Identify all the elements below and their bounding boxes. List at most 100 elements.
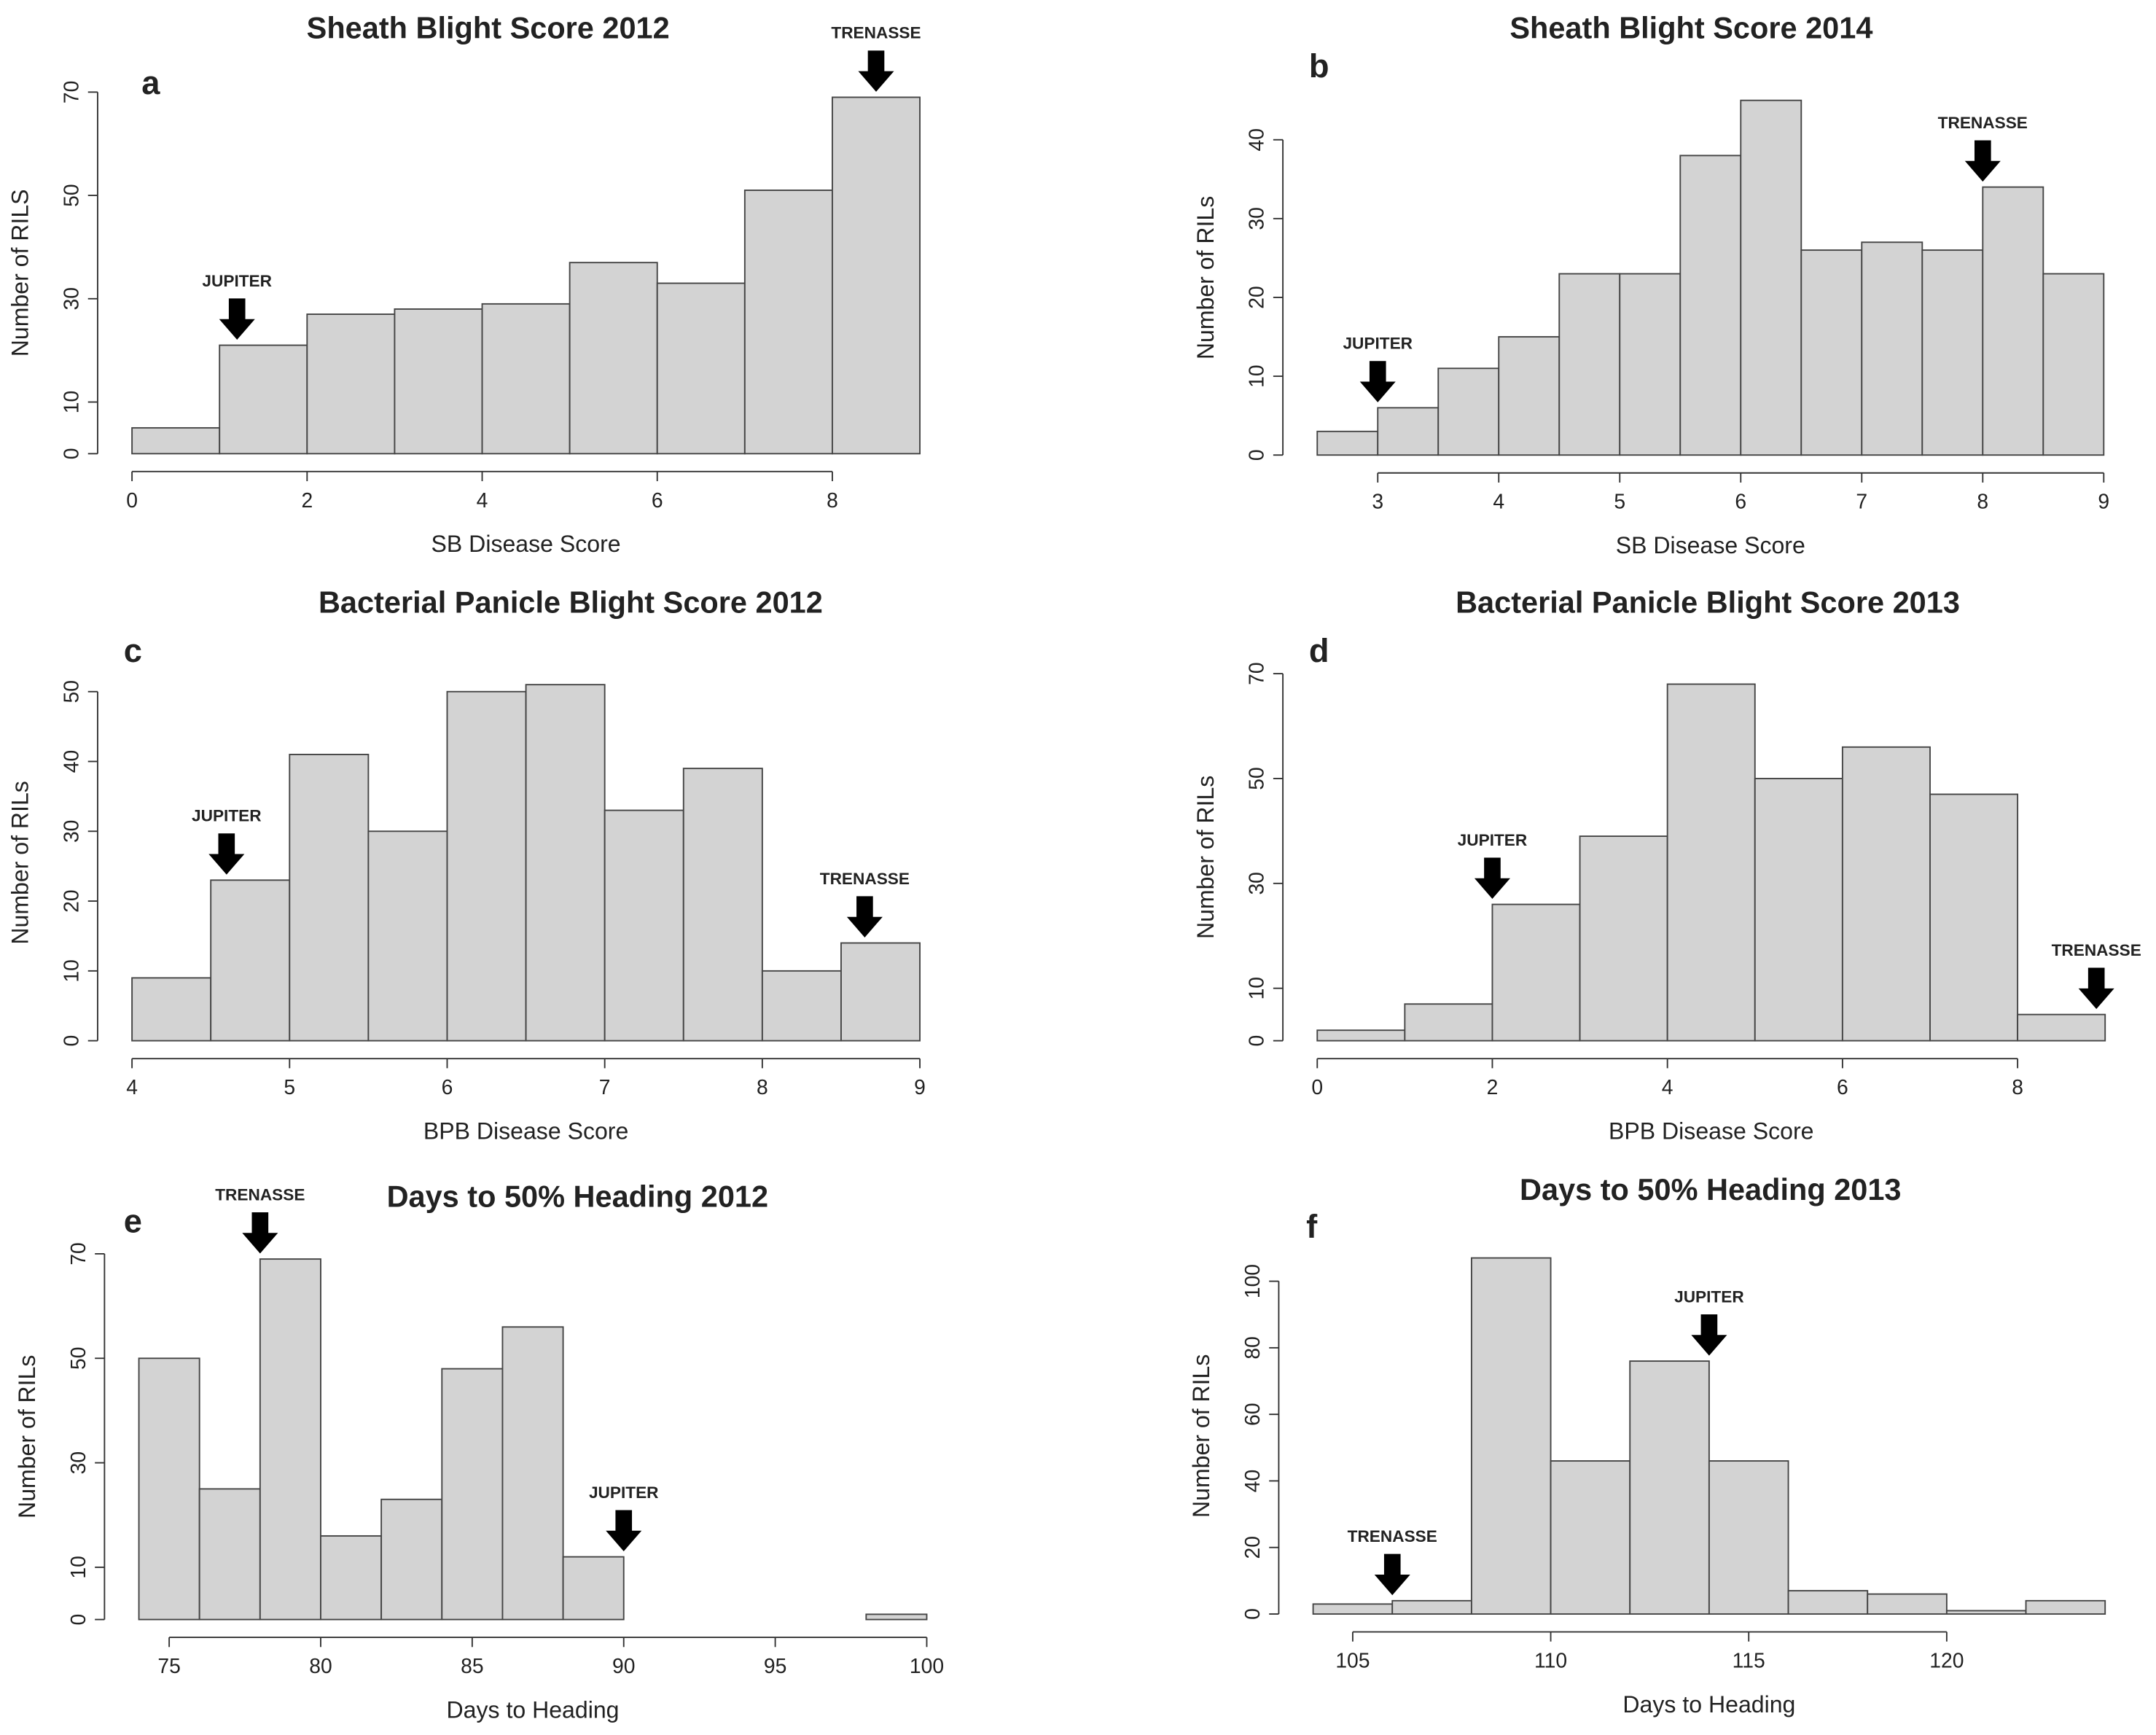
arrow xyxy=(2078,967,2114,1010)
bar xyxy=(2042,273,2105,456)
chart-title: Sheath Blight Score 2012 xyxy=(307,10,670,44)
annotation: TRENASSE xyxy=(1938,114,2028,132)
x-tick-label: 5 xyxy=(284,1075,295,1099)
x-tick-label: 7 xyxy=(1856,490,1867,513)
x-tick-label: 8 xyxy=(1977,490,1988,513)
y-tick-label: 0 xyxy=(1241,1608,1264,1620)
annotation: TRENASSE xyxy=(1348,1527,1437,1545)
bar xyxy=(138,1357,200,1621)
bar xyxy=(1316,1029,1406,1042)
bar xyxy=(2025,1599,2106,1615)
bar xyxy=(1550,1460,1631,1615)
arrow xyxy=(1359,361,1396,402)
annotation: TRENASSE xyxy=(2052,941,2141,959)
bar xyxy=(1629,1360,1710,1615)
x-tick-label: 8 xyxy=(2012,1075,2023,1099)
bar xyxy=(1391,1599,1472,1615)
x-tick-label: 8 xyxy=(827,488,838,512)
y-tick-label: 50 xyxy=(66,1347,90,1370)
bar xyxy=(306,313,396,455)
y-tick-label: 100 xyxy=(1241,1264,1264,1298)
bar xyxy=(1491,903,1581,1042)
y-tick-label: 10 xyxy=(59,959,82,982)
x-axis-label: BPB Disease Score xyxy=(423,1118,628,1144)
y-tick-label: 50 xyxy=(59,184,82,206)
x-tick-label: 115 xyxy=(1733,1649,1765,1672)
annotation: TRENASSE xyxy=(831,24,921,42)
bar xyxy=(569,262,658,455)
y-tick-label: 10 xyxy=(1245,977,1268,999)
annotation: TRENASSE xyxy=(215,1185,305,1204)
chart-title: Bacterial Panicle Blight Score 2012 xyxy=(319,585,823,620)
bar xyxy=(1679,155,1742,456)
y-tick-label: 0 xyxy=(1245,449,1268,461)
arrow xyxy=(208,833,245,875)
x-tick-label: 9 xyxy=(914,1075,926,1099)
x-tick-label: 6 xyxy=(442,1075,453,1099)
bar xyxy=(1404,1003,1493,1042)
annotation: JUPITER xyxy=(202,272,272,290)
bar xyxy=(1312,1603,1394,1615)
bar xyxy=(259,1258,321,1621)
annotation: JUPITER xyxy=(1674,1287,1744,1306)
annotation: JUPITER xyxy=(1343,335,1413,353)
x-tick-label: 105 xyxy=(1335,1649,1370,1672)
y-tick-label: 30 xyxy=(59,820,82,843)
bar xyxy=(1929,793,2019,1042)
bar xyxy=(1437,367,1500,456)
bar xyxy=(865,1613,928,1621)
bar xyxy=(1740,99,1802,456)
bar xyxy=(1470,1257,1552,1615)
bar xyxy=(131,977,212,1042)
bar xyxy=(1800,249,1863,456)
bar xyxy=(198,1488,261,1621)
x-tick-label: 4 xyxy=(477,488,488,512)
arrow xyxy=(242,1212,278,1254)
y-tick-label: 0 xyxy=(59,448,82,459)
bar xyxy=(1982,186,2044,456)
y-tick-label: 20 xyxy=(1241,1536,1264,1559)
y-axis-label: Number of RILs xyxy=(1192,196,1219,359)
chart-title: Bacterial Panicle Blight Score 2013 xyxy=(1456,585,1960,620)
bar xyxy=(1867,1593,1948,1615)
y-axis-label: Number of RILs xyxy=(1192,776,1219,939)
y-axis-label: Number of RILs xyxy=(7,781,34,944)
panel-label: c xyxy=(124,632,142,669)
x-tick-label: 4 xyxy=(1493,490,1504,513)
chart-title: Sheath Blight Score 2014 xyxy=(1509,10,1872,44)
bar xyxy=(131,426,221,455)
panel-label: e xyxy=(124,1202,142,1239)
arrow xyxy=(1474,857,1510,900)
y-tick-label: 50 xyxy=(1245,767,1268,789)
y-tick-label: 10 xyxy=(66,1556,90,1578)
bar xyxy=(743,190,833,455)
x-tick-label: 5 xyxy=(1614,490,1625,513)
x-tick-label: 4 xyxy=(126,1075,138,1099)
x-tick-label: 3 xyxy=(1372,490,1383,513)
arrow xyxy=(1691,1314,1727,1356)
x-tick-label: 95 xyxy=(764,1654,786,1677)
chart-title: Days to 50% Heading 2013 xyxy=(1520,1172,1901,1206)
y-tick-label: 0 xyxy=(66,1614,90,1626)
bar xyxy=(1708,1460,1789,1615)
y-tick-label: 80 xyxy=(1241,1336,1264,1359)
x-tick-label: 8 xyxy=(757,1075,768,1099)
annotation: JUPITER xyxy=(192,807,262,825)
annotation: TRENASSE xyxy=(820,870,910,888)
x-tick-label: 6 xyxy=(1735,490,1746,513)
y-tick-label: 0 xyxy=(1245,1035,1268,1047)
bar xyxy=(219,344,308,455)
panel-label: d xyxy=(1309,632,1329,669)
bar xyxy=(481,303,571,455)
y-tick-label: 70 xyxy=(59,81,82,104)
bar xyxy=(1787,1590,1869,1615)
y-tick-label: 40 xyxy=(59,750,82,773)
arrow xyxy=(858,50,894,92)
bar xyxy=(446,690,527,1042)
x-tick-label: 4 xyxy=(1662,1075,1673,1099)
x-axis-label: BPB Disease Score xyxy=(1609,1118,1813,1144)
x-tick-label: 80 xyxy=(309,1654,332,1677)
x-tick-label: 7 xyxy=(599,1075,611,1099)
x-tick-label: 110 xyxy=(1534,1649,1567,1672)
